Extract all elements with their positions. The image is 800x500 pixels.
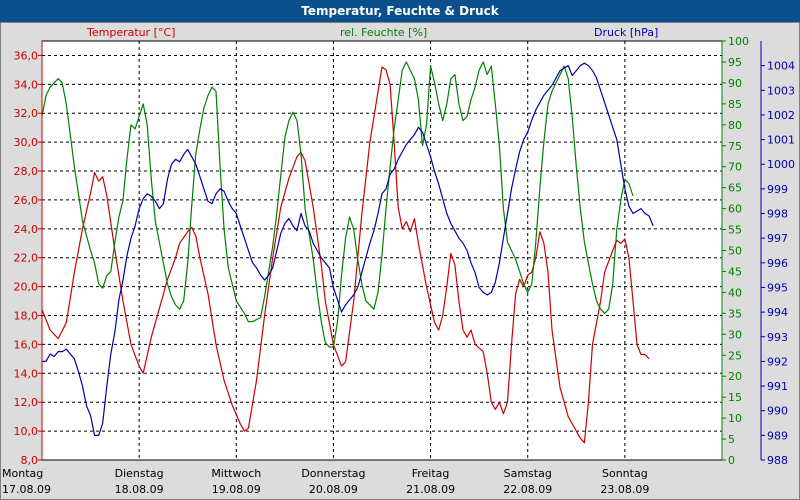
temp-tick-label: 34,0 — [14, 78, 39, 91]
press-tick-label: 989 — [767, 429, 788, 442]
hum-tick-label: 30 — [728, 328, 742, 341]
press-tick-label: 994 — [767, 306, 788, 319]
hum-tick-label: 65 — [728, 182, 742, 195]
press-tick-label: 1001 — [767, 134, 795, 147]
hum-tick-label: 20 — [728, 370, 742, 383]
temp-tick-label: 18,0 — [14, 310, 39, 323]
day-label: Freitag — [412, 467, 450, 480]
press-tick-label: 997 — [767, 232, 788, 245]
press-tick-label: 1002 — [767, 109, 795, 122]
press-tick-label: 1004 — [767, 60, 795, 73]
press-axis-title: Druck [hPa] — [594, 26, 658, 39]
temp-tick-label: 14,0 — [14, 367, 39, 380]
hum-tick-label: 25 — [728, 349, 742, 362]
hum-tick-label: 75 — [728, 140, 742, 153]
date-label: 19.08.09 — [212, 483, 261, 496]
hum-axis-title: rel. Feuchte [%] — [340, 26, 427, 39]
press-tick-label: 996 — [767, 257, 788, 270]
day-label: Donnerstag — [301, 467, 365, 480]
window-title: Temperatur, Feuchte & Druck — [0, 0, 800, 22]
temp-tick-label: 36,0 — [14, 49, 39, 62]
press-tick-label: 991 — [767, 380, 788, 393]
temperature-line — [41, 66, 650, 444]
hum-tick-label: 90 — [728, 77, 742, 90]
hum-tick-label: 0 — [728, 454, 735, 467]
temp-tick-label: 30,0 — [14, 136, 39, 149]
press-tick-label: 992 — [767, 355, 788, 368]
hum-tick-label: 15 — [728, 391, 742, 404]
temp-tick-label: 32,0 — [14, 107, 39, 120]
press-tick-label: 999 — [767, 183, 788, 196]
press-tick-label: 990 — [767, 405, 788, 418]
hum-tick-label: 95 — [728, 56, 742, 69]
hum-tick-label: 85 — [728, 98, 742, 111]
day-label: Montag — [2, 467, 43, 480]
temp-tick-label: 22,0 — [14, 252, 39, 265]
chart-svg: Montag 17.08.09 Dienstag 18.08.09 Mittwoch 19… — [2, 26, 795, 496]
press-tick-label: 998 — [767, 208, 788, 221]
temp-tick-label: 12,0 — [14, 396, 39, 409]
press-tick-label: 988 — [767, 454, 788, 467]
pressure-line — [42, 62, 654, 436]
hum-tick-label: 50 — [728, 245, 742, 258]
day-label: Sonntag — [602, 467, 648, 480]
press-tick-label: 1000 — [767, 158, 795, 171]
hum-tick-label: 45 — [728, 265, 742, 278]
day-label: Samstag — [504, 467, 552, 480]
date-label: 20.08.09 — [309, 483, 358, 496]
date-label: 17.08.09 — [2, 483, 51, 496]
hum-tick-label: 40 — [728, 286, 742, 299]
hum-tick-label: 100 — [728, 35, 749, 48]
temp-tick-label: 16,0 — [14, 338, 39, 351]
day-label: Dienstag — [115, 467, 164, 480]
date-label: 23.08.09 — [600, 483, 649, 496]
day-label: Mittwoch — [211, 467, 261, 480]
hum-tick-label: 5 — [728, 433, 735, 446]
hum-tick-label: 70 — [728, 161, 742, 174]
temp-tick-label: 26,0 — [14, 194, 39, 207]
hum-tick-label: 60 — [728, 203, 742, 216]
humidity-line — [41, 61, 634, 348]
temp-tick-label: 8,0 — [21, 454, 39, 467]
series-layer — [41, 61, 654, 444]
temp-tick-label: 10,0 — [14, 425, 39, 438]
press-tick-label: 995 — [767, 281, 788, 294]
hum-tick-label: 55 — [728, 224, 742, 237]
hum-tick-label: 35 — [728, 307, 742, 320]
date-label: 22.08.09 — [503, 483, 552, 496]
hum-tick-label: 10 — [728, 412, 742, 425]
temp-tick-label: 24,0 — [14, 223, 39, 236]
temp-tick-label: 20,0 — [14, 281, 39, 294]
temp-axis-title: Temperatur [°C] — [86, 26, 175, 39]
temp-tick-label: 28,0 — [14, 165, 39, 178]
hum-tick-label: 80 — [728, 119, 742, 132]
press-tick-label: 993 — [767, 331, 788, 344]
axes-layer: Montag 17.08.09 Dienstag 18.08.09 Mittwoch 19… — [2, 35, 795, 496]
date-label: 21.08.09 — [406, 483, 455, 496]
date-label: 18.08.09 — [115, 483, 164, 496]
press-tick-label: 1003 — [767, 84, 795, 97]
